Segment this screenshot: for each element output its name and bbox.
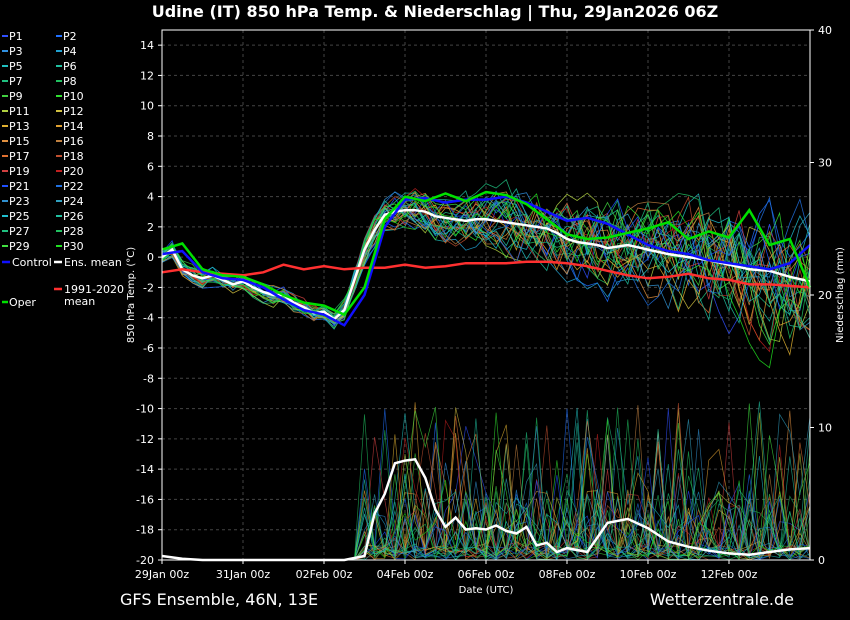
legend: P1 P2 P3 P4 P5 P6 P7 P8 P9 P10 P11 P12 P13 P14 P15 P16 P… xyxy=(2,30,124,309)
legend-label: 1991-2020 xyxy=(64,283,124,296)
footer-site: Wetterzentrale.de xyxy=(650,590,794,609)
y-tick-label: -8 xyxy=(143,372,154,385)
x-tick-label: 12Feb 00z xyxy=(701,568,758,581)
y-tick-label: -20 xyxy=(136,554,154,567)
y-tick-label: -14 xyxy=(136,463,154,476)
legend-label: P18 xyxy=(63,150,84,163)
legend-label: P24 xyxy=(63,195,84,208)
y2-tick-label: 0 xyxy=(818,554,825,567)
y2-axis-ticks: 0 10 20 30 40 xyxy=(810,24,832,567)
series-1991-2020-mean xyxy=(161,260,811,289)
y-tick-label: 6 xyxy=(147,160,154,173)
x-axis-ticks: 29Jan 00z 31Jan 00z 02Feb 00z 04Feb 00z 06Fe… xyxy=(135,560,758,581)
legend-label: Oper xyxy=(9,296,36,309)
y-axis-label: 850 hPa Temp. (°C) xyxy=(126,247,137,343)
legend-label: P3 xyxy=(9,45,23,58)
y-tick-label: 2 xyxy=(147,221,154,234)
y-tick-label: -4 xyxy=(143,312,154,325)
y2-axis-label: Niederschlag (mm) xyxy=(835,247,846,343)
y-tick-label: 8 xyxy=(147,130,154,143)
y-tick-label: -6 xyxy=(143,342,154,355)
ensemble-member-line xyxy=(161,196,811,331)
legend-label: P25 xyxy=(9,210,30,223)
y-axis-ticks: 14 12 10 8 6 4 2 0 -2 -4 -6 -8 -10 -12 -14 -16 -18 -20 xyxy=(136,39,162,567)
x-tick-label: 06Feb 00z xyxy=(458,568,515,581)
legend-label: P13 xyxy=(9,120,30,133)
y-tick-label: 4 xyxy=(147,191,154,204)
legend-label: P21 xyxy=(9,180,30,193)
legend-label: P14 xyxy=(63,120,84,133)
legend-label: P12 xyxy=(63,105,84,118)
x-axis-label: Date (UTC) xyxy=(459,585,514,596)
y-tick-label: -2 xyxy=(143,281,154,294)
ensemble-member-line xyxy=(161,199,811,327)
legend-label: P23 xyxy=(9,195,30,208)
ensemble-member-line xyxy=(161,209,811,317)
legend-label: Control xyxy=(12,256,52,269)
legend-label: P2 xyxy=(63,30,77,43)
legend-label: P26 xyxy=(63,210,84,223)
y2-tick-label: 20 xyxy=(818,289,832,302)
ensemble-member-line xyxy=(161,203,811,339)
y-tick-label: 10 xyxy=(140,100,154,113)
legend-label: P29 xyxy=(9,240,30,253)
legend-label: P27 xyxy=(9,225,30,238)
series-control xyxy=(161,195,811,327)
x-tick-label: 08Feb 00z xyxy=(539,568,596,581)
series-oper xyxy=(161,190,812,317)
x-tick-label: 29Jan 00z xyxy=(135,568,189,581)
legend-label: P15 xyxy=(9,135,30,148)
footer-model: GFS Ensemble, 46N, 13E xyxy=(120,590,318,609)
y-tick-label: -10 xyxy=(136,403,154,416)
legend-label: P20 xyxy=(63,165,84,178)
legend-label: P30 xyxy=(63,240,84,253)
legend-label: P5 xyxy=(9,60,23,73)
y-tick-label: 12 xyxy=(140,69,154,82)
legend-label: mean xyxy=(64,295,95,308)
legend-label: P22 xyxy=(63,180,84,193)
legend-label: P10 xyxy=(63,90,84,103)
legend-label: P19 xyxy=(9,165,30,178)
x-tick-label: 31Jan 00z xyxy=(216,568,270,581)
ensemble-member-line xyxy=(161,191,811,331)
y-tick-label: 14 xyxy=(140,39,154,52)
legend-label: P6 xyxy=(63,60,77,73)
y-tick-label: -18 xyxy=(136,524,154,537)
y-tick-label: -12 xyxy=(136,433,154,446)
legend-label: P1 xyxy=(9,30,23,43)
legend-label: P7 xyxy=(9,75,23,88)
legend-label: P17 xyxy=(9,150,30,163)
legend-label: P28 xyxy=(63,225,84,238)
chart-title: Udine (IT) 850 hPa Temp. & Niederschlag … xyxy=(152,2,719,22)
legend-label: P9 xyxy=(9,90,23,103)
legend-label: P4 xyxy=(63,45,77,58)
y2-tick-label: 10 xyxy=(818,422,832,435)
x-tick-label: 02Feb 00z xyxy=(296,568,353,581)
y2-tick-label: 40 xyxy=(818,24,832,37)
y-tick-label: 0 xyxy=(147,251,154,264)
legend-label: Ens. mean xyxy=(64,256,122,269)
ensemble-member-line xyxy=(161,192,811,342)
legend-label: P16 xyxy=(63,135,84,148)
x-tick-label: 04Feb 00z xyxy=(377,568,434,581)
series-ens-mean xyxy=(161,208,811,321)
x-tick-label: 10Feb 00z xyxy=(620,568,677,581)
legend-label: P11 xyxy=(9,105,30,118)
y-tick-label: -16 xyxy=(136,493,154,506)
legend-label: P8 xyxy=(63,75,77,88)
ensemble-member-line xyxy=(161,192,811,315)
y2-tick-label: 30 xyxy=(818,157,832,170)
